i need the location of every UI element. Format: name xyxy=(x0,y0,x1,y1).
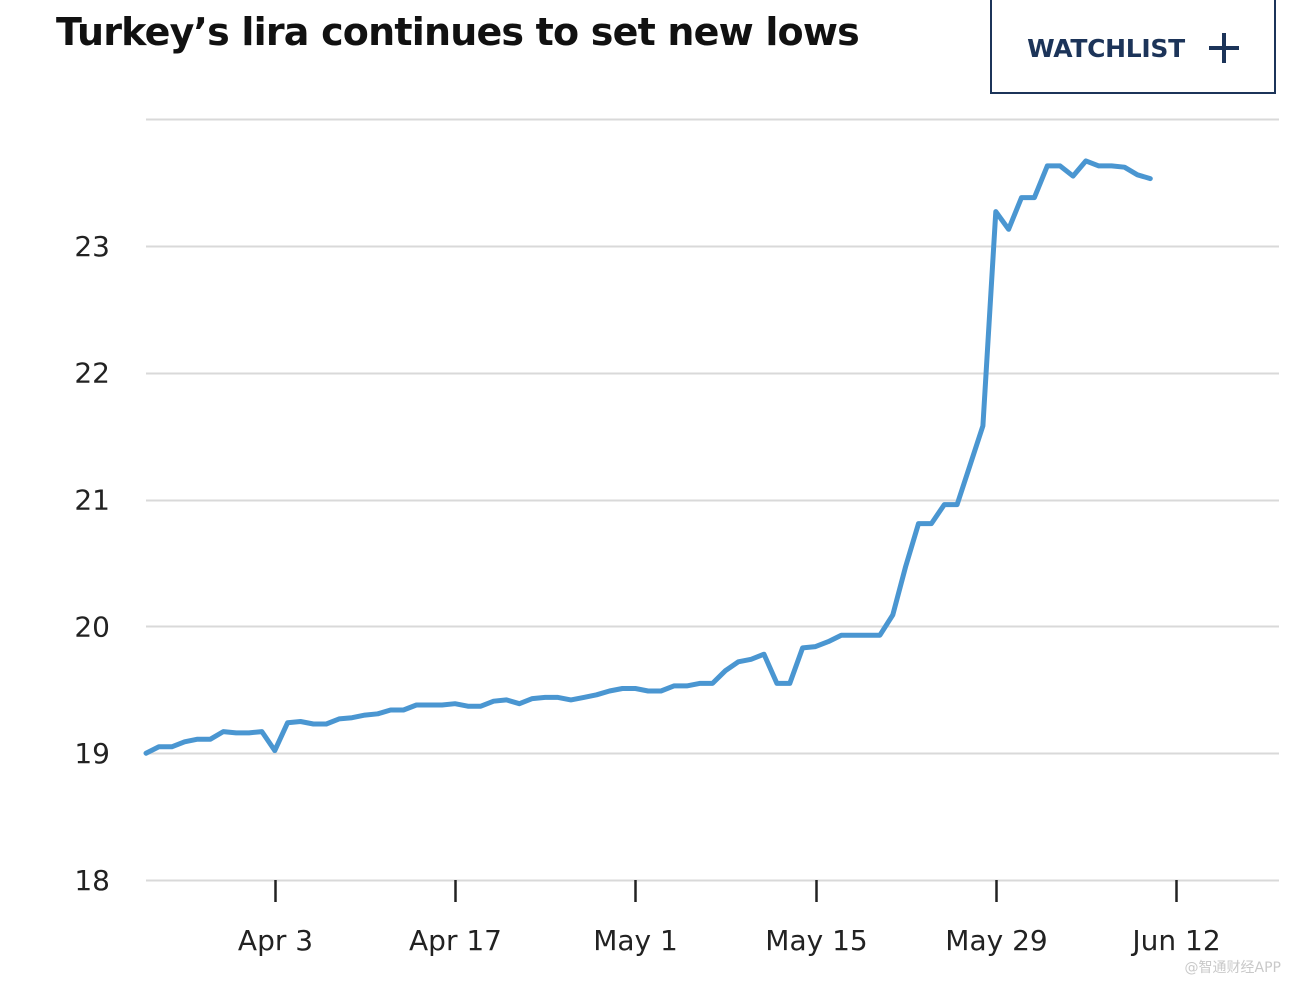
x-tick-label: May 15 xyxy=(765,924,867,957)
x-tick-label: May 29 xyxy=(945,924,1047,957)
watermark: @智通财经APP xyxy=(1184,960,1281,976)
chart-title: Turkey’s lira continues to set new lows xyxy=(56,10,860,54)
plus-icon xyxy=(1208,33,1239,63)
y-tick-label: 20 xyxy=(74,610,110,643)
watchlist-button[interactable]: WATCHLIST xyxy=(990,0,1276,94)
y-tick-label: 23 xyxy=(74,230,110,263)
y-tick-label: 22 xyxy=(74,357,110,390)
y-tick-label: 21 xyxy=(74,484,110,517)
x-tick-label: Apr 3 xyxy=(238,924,313,957)
x-tick-label: May 1 xyxy=(593,924,678,957)
y-tick-label: 19 xyxy=(74,737,110,770)
series-line xyxy=(143,158,1153,756)
y-tick-label: 18 xyxy=(74,864,110,897)
watchlist-button-label: WATCHLIST xyxy=(1027,33,1185,63)
x-tick-label: Jun 12 xyxy=(1130,924,1220,957)
x-tick-label: Apr 17 xyxy=(409,924,502,957)
